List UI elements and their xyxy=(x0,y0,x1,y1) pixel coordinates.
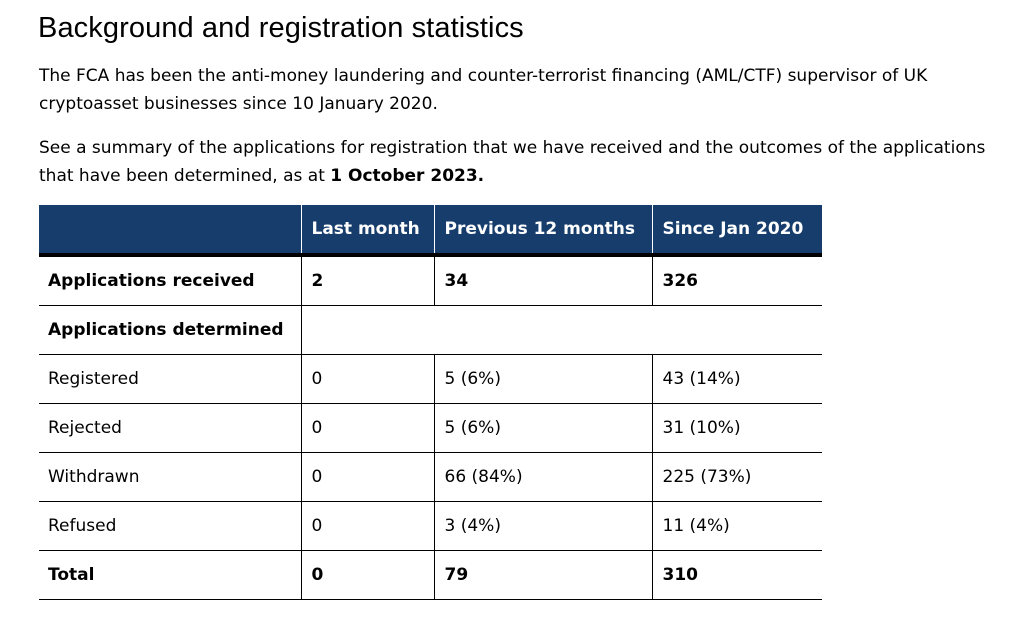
table-header-row: Last month Previous 12 months Since Jan … xyxy=(39,205,822,257)
row-label: Total xyxy=(39,550,301,600)
table-row: Rejected 0 5 (6%) 31 (10%) xyxy=(39,403,822,453)
header-corner xyxy=(39,205,301,257)
cell-previous-12-months: 5 (6%) xyxy=(433,403,652,453)
cell-last-month: 0 xyxy=(300,403,434,453)
cell-previous-12-months: 79 xyxy=(433,550,652,600)
header-since-jan-2020: Since Jan 2020 xyxy=(651,205,822,257)
table-row: Total 0 79 310 xyxy=(39,550,822,600)
row-label: Refused xyxy=(39,501,301,551)
cell-since-jan-2020: 43 (14%) xyxy=(651,354,822,404)
cell-previous-12-months: 5 (6%) xyxy=(433,354,652,404)
header-last-month: Last month xyxy=(300,205,434,257)
summary-text: See a summary of the applications for re… xyxy=(39,138,986,186)
table-row: Registered 0 5 (6%) 43 (14%) xyxy=(39,354,822,404)
row-label: Applications determined xyxy=(39,305,301,355)
cell-previous-12-months: 3 (4%) xyxy=(433,501,652,551)
table-row: Applications received 2 34 326 xyxy=(39,255,822,306)
cell-since-jan-2020: 326 xyxy=(651,255,822,306)
cell-last-month: 0 xyxy=(300,550,434,600)
row-label: Rejected xyxy=(39,403,301,453)
summary-paragraph: See a summary of the applications for re… xyxy=(39,134,999,190)
row-label: Applications received xyxy=(39,255,301,306)
table-row: Withdrawn 0 66 (84%) 225 (73%) xyxy=(39,452,822,502)
cell-since-jan-2020: 310 xyxy=(651,550,822,600)
cell-since-jan-2020: 11 (4%) xyxy=(651,501,822,551)
cell-last-month: 0 xyxy=(300,501,434,551)
cell-previous-12-months: 34 xyxy=(433,255,652,306)
cell-previous-12-months: 66 (84%) xyxy=(433,452,652,502)
empty-span-cell xyxy=(300,305,822,355)
registration-stats-table: Last month Previous 12 months Since Jan … xyxy=(39,205,822,600)
cell-since-jan-2020: 225 (73%) xyxy=(651,452,822,502)
cell-last-month: 0 xyxy=(300,452,434,502)
cell-last-month: 2 xyxy=(300,255,434,306)
page-title: Background and registration statistics xyxy=(38,12,524,44)
cell-since-jan-2020: 31 (10%) xyxy=(651,403,822,453)
header-previous-12-months: Previous 12 months xyxy=(433,205,652,257)
row-label: Withdrawn xyxy=(39,452,301,502)
table-row: Applications determined xyxy=(39,305,822,355)
as-at-date: 1 October 2023. xyxy=(330,166,485,186)
intro-paragraph: The FCA has been the anti-money launderi… xyxy=(39,66,928,114)
cell-last-month: 0 xyxy=(300,354,434,404)
table-row: Refused 0 3 (4%) 11 (4%) xyxy=(39,501,822,551)
row-label: Registered xyxy=(39,354,301,404)
